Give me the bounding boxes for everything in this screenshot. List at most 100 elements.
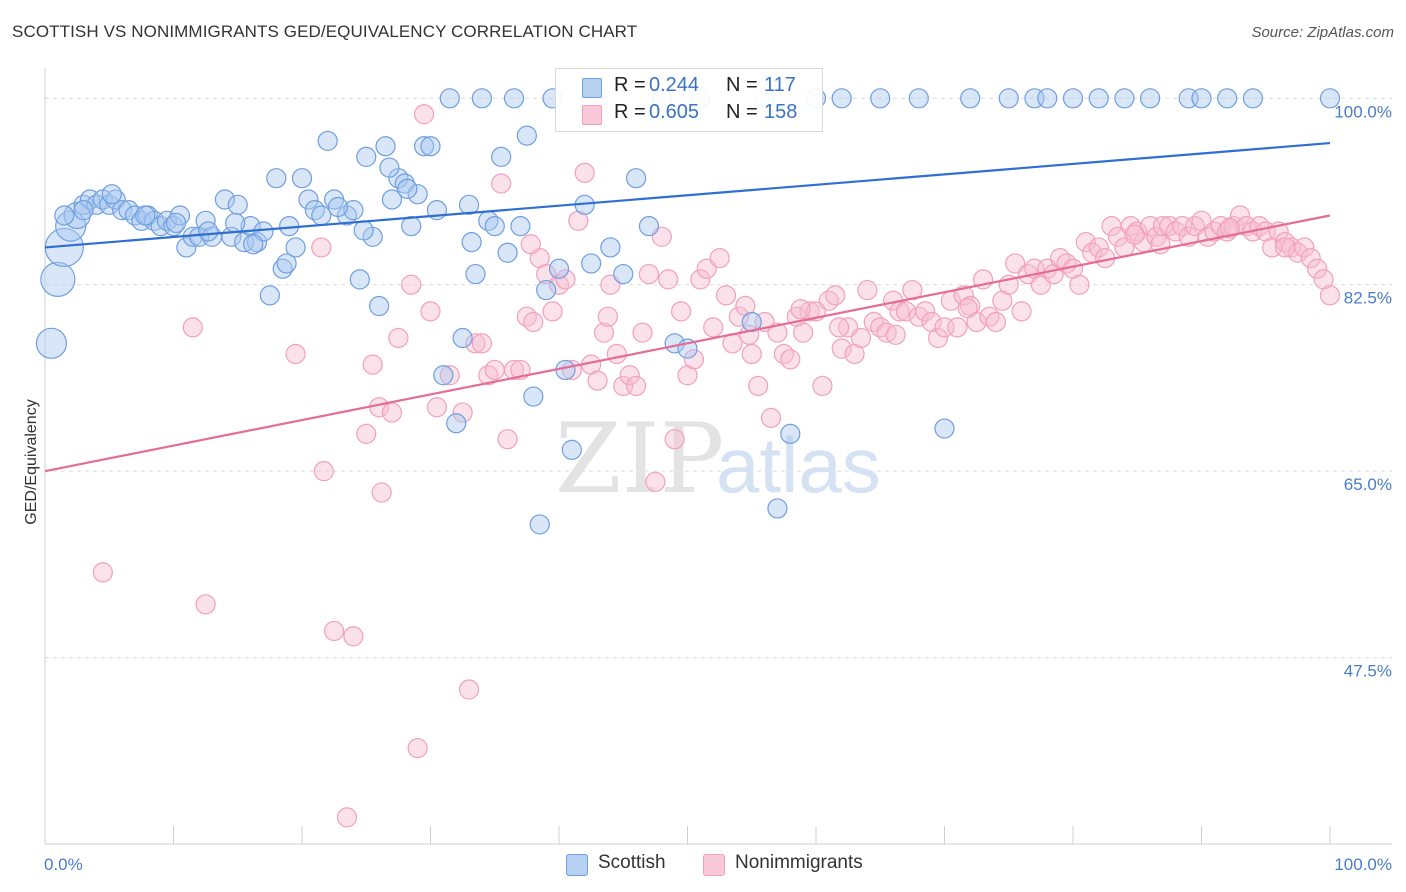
scottish-point xyxy=(523,386,544,407)
nonimmigrants-point xyxy=(356,423,377,444)
source-label: Source: ZipAtlas.com xyxy=(1251,24,1394,41)
scottish-point xyxy=(516,125,537,146)
nonimmigrants-point xyxy=(491,173,512,194)
nonimmigrants-point xyxy=(1124,224,1145,245)
scottish-point xyxy=(349,269,370,290)
nonimmigrants-point xyxy=(503,359,525,381)
scottish-point xyxy=(1191,88,1212,109)
nonimmigrants-point xyxy=(773,343,794,365)
nonimmigrants-point xyxy=(767,322,788,343)
nonimmigrants-point xyxy=(683,349,705,370)
scottish-point xyxy=(1088,88,1109,109)
nonimmigrants-points xyxy=(92,104,1341,828)
x-tick-0: 0.0% xyxy=(44,855,83,874)
scottish-point xyxy=(461,232,482,253)
scottish-point xyxy=(536,279,557,301)
scottish-point xyxy=(225,212,246,234)
nonimmigrants-point xyxy=(426,397,448,418)
nonimmigrants-point xyxy=(407,738,428,759)
y-axis-label: GED/Equivalency xyxy=(23,399,40,524)
scottish-legend-label: Scottish xyxy=(598,852,666,873)
nonimmigrants-point xyxy=(927,327,949,349)
nonimmigrants-point xyxy=(285,343,306,365)
scottish-swatch xyxy=(582,78,602,98)
nonimmigrants-point xyxy=(478,365,499,386)
nonimmigrants-point xyxy=(1319,285,1341,306)
scottish-point xyxy=(767,498,788,519)
r-value-scottish: 0.244 xyxy=(649,74,700,96)
scottish-point xyxy=(908,88,929,109)
nonimmigrants-point xyxy=(548,274,570,295)
scottish-point xyxy=(420,136,441,157)
n-label: N = xyxy=(726,74,758,96)
nonimmigrants-point xyxy=(885,324,906,345)
nonimmigrants-point xyxy=(471,333,492,354)
nonimmigrants-legend-swatch xyxy=(703,854,725,876)
nonimmigrants-point xyxy=(632,322,653,343)
scottish-point xyxy=(503,88,525,109)
nonimmigrants-point xyxy=(523,311,544,333)
scottish-point xyxy=(960,88,981,109)
n-value-nonimmigrants: 158 xyxy=(764,101,798,123)
y-tick-label: 100.0% xyxy=(1334,102,1392,121)
scottish-point xyxy=(870,88,891,109)
nonimmigrants-point xyxy=(1069,274,1090,295)
scottish-point xyxy=(276,253,297,274)
nonimmigrants-point xyxy=(1088,237,1109,258)
nonimmigrants-point xyxy=(401,274,422,295)
n-value-scottish: 117 xyxy=(764,74,796,96)
nonimmigrants-point xyxy=(825,285,846,306)
scottish-point xyxy=(298,189,319,210)
scottish-point xyxy=(600,237,621,258)
nonimmigrants-point xyxy=(516,306,537,327)
scottish-point xyxy=(581,253,602,274)
nonimmigrants-point xyxy=(458,679,480,700)
scottish-point xyxy=(452,327,473,349)
nonimmigrants-point xyxy=(658,269,679,290)
nonimmigrants-point xyxy=(388,327,409,349)
nonimmigrants-trend-line xyxy=(44,214,1331,473)
scottish-point xyxy=(548,258,570,279)
scottish-point xyxy=(259,285,280,306)
scottish-point xyxy=(101,184,122,205)
nonimmigrants-point xyxy=(520,234,541,255)
scottish-point xyxy=(401,216,422,237)
scottish-point xyxy=(1062,88,1084,109)
nonimmigrants-point xyxy=(343,626,364,647)
nonimmigrants-point xyxy=(645,471,666,492)
scottish-point xyxy=(1139,88,1161,109)
nonimmigrants-point xyxy=(957,298,978,319)
nonimmigrants-point xyxy=(780,349,801,370)
scottish-point xyxy=(356,146,377,167)
scottish-point xyxy=(998,88,1019,109)
watermark: ZIP atlas xyxy=(555,403,881,515)
scottish-point xyxy=(1319,88,1341,109)
legend-row-nonimmigrants: R = 0.605 N = 158 xyxy=(556,101,822,127)
scottish-point xyxy=(40,261,76,298)
nonimmigrants-point xyxy=(709,247,730,269)
watermark-zip: ZIP xyxy=(555,403,724,515)
nonimmigrants-point xyxy=(947,317,968,338)
scottish-point xyxy=(433,365,454,386)
scottish-point xyxy=(353,220,374,241)
y-tick-label: 47.5% xyxy=(1344,662,1392,681)
nonimmigrants-point xyxy=(690,269,711,290)
nonimmigrants-point xyxy=(638,263,660,285)
r-label: R = xyxy=(614,74,646,96)
scottish-point xyxy=(272,258,293,279)
nonimmigrants-point xyxy=(597,306,618,327)
nonimmigrants-point xyxy=(606,343,627,365)
scottish-point xyxy=(163,216,184,237)
nonimmigrants-point xyxy=(953,285,974,306)
nonimmigrants-legend-label: Nonimmigrants xyxy=(735,852,863,873)
nonimmigrants-point xyxy=(1274,237,1296,258)
scottish-point xyxy=(198,221,219,242)
nonimmigrants-point xyxy=(812,375,833,397)
nonimmigrants-point xyxy=(182,317,203,338)
grid-lines xyxy=(45,97,1392,659)
scottish-point xyxy=(54,205,75,226)
nonimmigrants-point xyxy=(439,365,460,386)
nonimmigrants-point xyxy=(829,317,850,338)
scottish-point xyxy=(375,136,396,157)
